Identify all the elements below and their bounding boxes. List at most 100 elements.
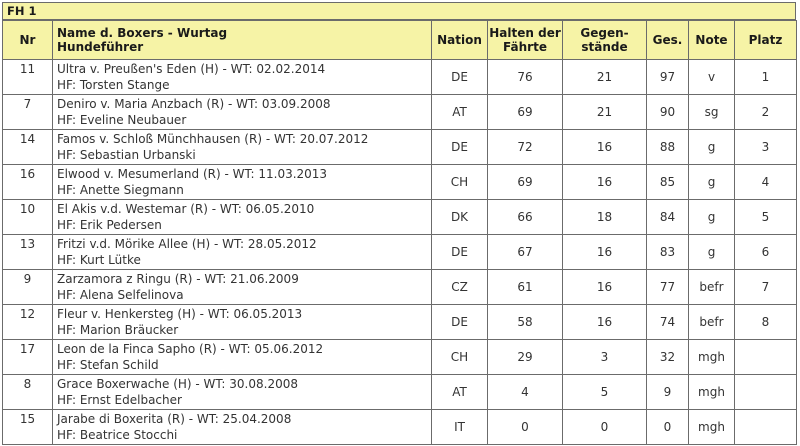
- cell-nation: DE: [431, 129, 488, 165]
- cell-ges: 90: [646, 94, 689, 130]
- dog-name: Zarzamora z Ringu (R) - WT: 21.06.2009: [57, 272, 299, 286]
- handler-name: HF: Alena Selfelinova: [57, 288, 184, 302]
- handler-name: HF: Ernst Edelbacher: [57, 393, 182, 407]
- cell-platz: [734, 409, 797, 445]
- cell-name: Fleur v. Henkersteg (H) - WT: 06.05.2013…: [52, 304, 432, 340]
- cell-name: Jarabe di Boxerita (R) - WT: 25.04.2008 H…: [52, 409, 432, 445]
- handler-name: HF: Torsten Stange: [57, 78, 170, 92]
- handler-name: HF: Erik Pedersen: [57, 218, 162, 232]
- handler-name: HF: Stefan Schild: [57, 358, 159, 372]
- cell-nation: AT: [431, 94, 488, 130]
- cell-name: Fritzi v.d. Mörike Allee (H) - WT: 28.05…: [52, 234, 432, 270]
- table-row: 12 Fleur v. Henkersteg (H) - WT: 06.05.20…: [2, 304, 797, 340]
- cell-platz: 3: [734, 129, 797, 165]
- dog-name: Leon de la Finca Sapho (R) - WT: 05.06.2…: [57, 342, 324, 356]
- cell-platz: 6: [734, 234, 797, 270]
- header-nr: Nr: [2, 20, 53, 60]
- cell-nation: DE: [431, 234, 488, 270]
- table-row: 10 El Akis v.d. Westemar (R) - WT: 06.05.…: [2, 199, 797, 235]
- header-nation: Nation: [431, 20, 488, 60]
- cell-ges: 74: [646, 304, 689, 340]
- table-row: 15 Jarabe di Boxerita (R) - WT: 25.04.200…: [2, 409, 797, 445]
- handler-name: HF: Eveline Neubauer: [57, 113, 187, 127]
- cell-nr: 16: [2, 164, 53, 200]
- table-row: 14 Famos v. Schloß Münchhausen (R) - WT: …: [2, 129, 797, 165]
- cell-platz: 4: [734, 164, 797, 200]
- cell-nr: 13: [2, 234, 53, 270]
- cell-platz: 8: [734, 304, 797, 340]
- header-halten: Halten der Fährte: [487, 20, 563, 60]
- cell-halten: 58: [487, 304, 563, 340]
- cell-gegenstaende: 0: [562, 409, 647, 445]
- cell-name: Famos v. Schloß Münchhausen (R) - WT: 20…: [52, 129, 432, 165]
- cell-note: g: [688, 164, 735, 200]
- cell-gegenstaende: 21: [562, 94, 647, 130]
- cell-note: v: [688, 59, 735, 95]
- table-row: 11 Ultra v. Preußen's Eden (H) - WT: 02.0…: [2, 59, 797, 95]
- cell-ges: 0: [646, 409, 689, 445]
- dog-name: Fleur v. Henkersteg (H) - WT: 06.05.2013: [57, 307, 303, 321]
- cell-platz: 5: [734, 199, 797, 235]
- cell-name: Elwood v. Mesumerland (R) - WT: 11.03.20…: [52, 164, 432, 200]
- header-row: Nr Name d. Boxers - Wurtag Hundeführer N…: [2, 20, 797, 60]
- cell-ges: 85: [646, 164, 689, 200]
- cell-name: Deniro v. Maria Anzbach (R) - WT: 03.09.…: [52, 94, 432, 130]
- cell-name: Zarzamora z Ringu (R) - WT: 21.06.2009 HF…: [52, 269, 432, 305]
- cell-platz: 1: [734, 59, 797, 95]
- cell-note: g: [688, 199, 735, 235]
- header-note: Note: [688, 20, 735, 60]
- cell-gegenstaende: 16: [562, 234, 647, 270]
- cell-platz: 7: [734, 269, 797, 305]
- cell-halten: 67: [487, 234, 563, 270]
- cell-ges: 9: [646, 374, 689, 410]
- header-ges: Ges.: [646, 20, 689, 60]
- header-platz: Platz: [734, 20, 797, 60]
- cell-nation: DE: [431, 59, 488, 95]
- cell-nr: 17: [2, 339, 53, 375]
- dog-name: Ultra v. Preußen's Eden (H) - WT: 02.02.…: [57, 62, 326, 76]
- table-row: 7 Deniro v. Maria Anzbach (R) - WT: 03.09…: [2, 94, 797, 130]
- cell-name: Leon de la Finca Sapho (R) - WT: 05.06.2…: [52, 339, 432, 375]
- results-table: Nr Name d. Boxers - Wurtag Hundeführer N…: [2, 20, 797, 445]
- dog-name: Elwood v. Mesumerland (R) - WT: 11.03.20…: [57, 167, 328, 181]
- cell-note: g: [688, 129, 735, 165]
- cell-note: g: [688, 234, 735, 270]
- table-row: 16 Elwood v. Mesumerland (R) - WT: 11.03.…: [2, 164, 797, 200]
- cell-gegenstaende: 18: [562, 199, 647, 235]
- cell-note: mgh: [688, 374, 735, 410]
- table-row: 8 Grace Boxerwache (H) - WT: 30.08.2008 HF…: [2, 374, 797, 410]
- cell-nation: CH: [431, 339, 488, 375]
- cell-platz: [734, 374, 797, 410]
- header-name: Name d. Boxers - Wurtag Hundeführer: [52, 20, 432, 60]
- cell-nr: 8: [2, 374, 53, 410]
- cell-ges: 32: [646, 339, 689, 375]
- dog-name: Grace Boxerwache (H) - WT: 30.08.2008: [57, 377, 298, 391]
- cell-name: Ultra v. Preußen's Eden (H) - WT: 02.02.…: [52, 59, 432, 95]
- header-name-line2: Hundeführer: [57, 40, 144, 54]
- cell-halten: 4: [487, 374, 563, 410]
- cell-halten: 0: [487, 409, 563, 445]
- cell-halten: 72: [487, 129, 563, 165]
- cell-nation: DE: [431, 304, 488, 340]
- cell-platz: [734, 339, 797, 375]
- dog-name: El Akis v.d. Westemar (R) - WT: 06.05.20…: [57, 202, 315, 216]
- cell-name: El Akis v.d. Westemar (R) - WT: 06.05.20…: [52, 199, 432, 235]
- table-row: 17 Leon de la Finca Sapho (R) - WT: 05.06…: [2, 339, 797, 375]
- cell-gegenstaende: 16: [562, 164, 647, 200]
- cell-gegenstaende: 21: [562, 59, 647, 95]
- cell-halten: 66: [487, 199, 563, 235]
- table-caption: FH 1: [2, 2, 796, 20]
- cell-gegenstaende: 16: [562, 269, 647, 305]
- cell-halten: 76: [487, 59, 563, 95]
- cell-note: befr: [688, 269, 735, 305]
- handler-name: HF: Beatrice Stocchi: [57, 428, 178, 442]
- table-row: 13 Fritzi v.d. Mörike Allee (H) - WT: 28.…: [2, 234, 797, 270]
- cell-nation: CH: [431, 164, 488, 200]
- cell-gegenstaende: 16: [562, 129, 647, 165]
- cell-ges: 84: [646, 199, 689, 235]
- cell-gegenstaende: 3: [562, 339, 647, 375]
- handler-name: HF: Marion Bräucker: [57, 323, 179, 337]
- cell-ges: 97: [646, 59, 689, 95]
- cell-note: befr: [688, 304, 735, 340]
- cell-nation: CZ: [431, 269, 488, 305]
